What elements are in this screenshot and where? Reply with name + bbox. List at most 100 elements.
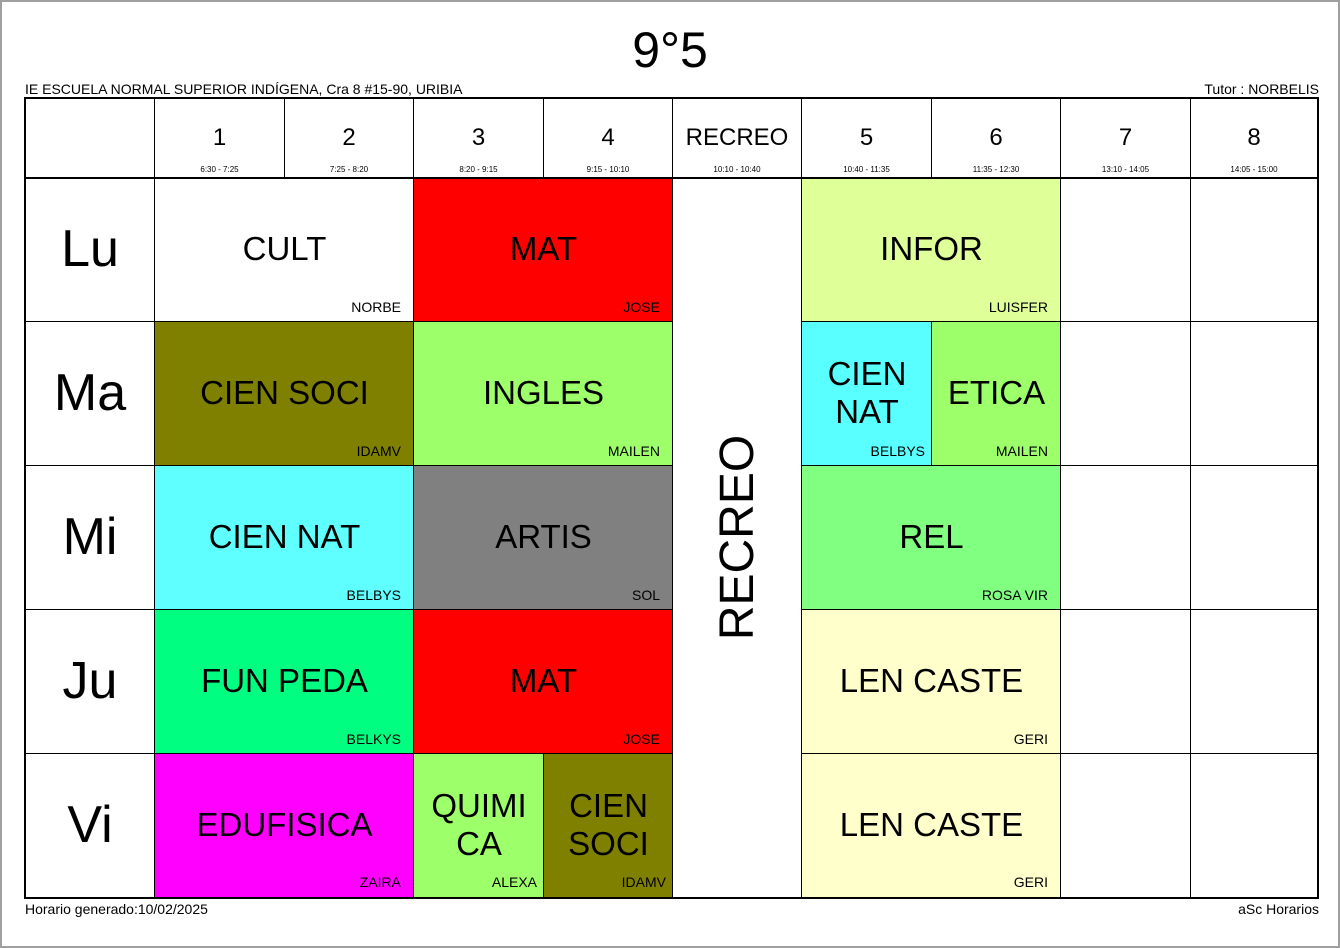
grid-line <box>931 322 932 466</box>
lesson-subject: QUIMI CA <box>414 787 544 863</box>
lesson-subject-line: SOCI <box>568 825 649 862</box>
lesson-vi-4: CIEN SOCI IDAMV <box>544 754 673 897</box>
lesson-subject: LEN CASTE <box>839 806 1024 843</box>
grid-line <box>154 99 155 897</box>
grid-line <box>284 99 285 178</box>
grid-line <box>26 321 673 322</box>
lesson-subject: ETICA <box>947 374 1046 411</box>
period-time: 9:15 - 10:10 <box>586 165 630 174</box>
lesson-ju-5-6: LEN CASTE GERI <box>802 610 1061 754</box>
period-number: 5 <box>859 124 874 151</box>
lesson-subject: ARTIS <box>495 518 592 555</box>
period-number: 6 <box>989 124 1003 151</box>
period-time: 10:40 - 11:35 <box>843 165 890 174</box>
period-time: 6:30 - 7:25 <box>200 165 239 174</box>
lesson-subject: LEN CASTE <box>839 662 1024 699</box>
lesson-subject: CIEN NAT <box>208 518 361 555</box>
lesson-lu-1-2: CULT NORBE <box>155 178 414 322</box>
school-info: IE ESCUELA NORMAL SUPERIOR INDÍGENA, Cra… <box>25 81 463 97</box>
period-time: 10:10 - 10:40 <box>713 165 761 174</box>
lesson-ju-3-4: MAT JOSE <box>414 610 673 754</box>
lesson-subject: CIEN SOCI <box>544 787 673 863</box>
grid-line <box>931 99 932 178</box>
lesson-ju-1-2: FUN PEDA BELKYS <box>155 610 414 754</box>
grid-line <box>801 609 1317 610</box>
lesson-teacher: IDAMV <box>621 874 666 890</box>
lesson-teacher: BELBYS <box>346 587 401 603</box>
lesson-ma-5: CIEN NAT BELBYS <box>802 322 932 466</box>
timetable-grid: CULT NORBE MAT JOSE INFOR LUISFER CIEN S… <box>24 97 1319 899</box>
grid-line <box>26 465 673 466</box>
lesson-teacher: GERI <box>1013 874 1048 890</box>
lesson-vi-1-2: EDUFISICA ZAIRA <box>155 754 414 897</box>
lesson-teacher: MAILEN <box>995 443 1048 459</box>
period-header-recreo: RECREO 10:10 - 10:40 <box>673 99 801 177</box>
grid-line <box>1060 99 1061 897</box>
lesson-teacher: LUISFER <box>988 299 1048 315</box>
period-header: 2 7:25 - 8:20 <box>285 99 413 177</box>
period-header: 7 13:10 - 14:05 <box>1061 99 1190 177</box>
grid-line <box>672 99 673 897</box>
period-header: 1 6:30 - 7:25 <box>155 99 284 177</box>
day-label-vi: Vi <box>67 796 113 854</box>
period-time: 7:25 - 8:20 <box>329 165 369 174</box>
lesson-subject: INGLES <box>482 374 605 411</box>
lesson-subject-line: CIEN <box>569 787 648 824</box>
lesson-ma-3-4: INGLES MAILEN <box>414 322 673 466</box>
lesson-teacher: SOL <box>631 587 660 603</box>
lesson-teacher: NORBE <box>351 299 401 315</box>
day-label-lu: Lu <box>61 220 119 278</box>
grid-line <box>26 753 673 754</box>
period-header: 8 14:05 - 15:00 <box>1191 99 1317 177</box>
lesson-subject-line: CA <box>456 825 502 862</box>
lesson-vi-5-6: LEN CASTE GERI <box>802 754 1061 897</box>
period-number: 8 <box>1247 124 1261 151</box>
period-header: 6 11:35 - 12:30 <box>932 99 1060 177</box>
lesson-teacher: ZAIRA <box>359 874 401 890</box>
lesson-teacher: JOSE <box>623 299 660 315</box>
period-time: 8:20 - 9:15 <box>459 165 498 174</box>
period-time: 14:05 - 15:00 <box>1230 165 1278 174</box>
lesson-subject-line: CIEN <box>827 355 907 392</box>
period-number: 1 <box>212 124 227 151</box>
grid-line <box>801 465 1317 466</box>
lesson-ma-6: ETICA MAILEN <box>932 322 1061 466</box>
period-number: 4 <box>601 124 615 151</box>
lesson-subject: REL <box>899 518 964 555</box>
lesson-teacher: BELKYS <box>346 731 401 747</box>
period-number: RECREO <box>685 124 789 151</box>
grid-line <box>413 99 414 897</box>
lesson-teacher: BELBYS <box>870 443 925 459</box>
lesson-lu-5-6: INFOR LUISFER <box>802 178 1061 322</box>
lesson-teacher: IDAMV <box>356 443 401 459</box>
lesson-vi-3: QUIMI CA ALEXA <box>414 754 544 897</box>
lesson-subject: MAT <box>509 662 578 699</box>
period-header: 5 10:40 - 11:35 <box>802 99 931 177</box>
lesson-subject: INFOR <box>880 230 983 267</box>
lesson-subject-line: NAT <box>835 393 899 430</box>
lesson-lu-3-4: MAT JOSE <box>414 178 673 322</box>
generated-date: Horario generado:10/02/2025 <box>25 901 208 917</box>
period-number: 3 <box>471 124 486 151</box>
class-title: 9°5 <box>632 22 708 78</box>
tutor-info: Tutor : NORBELIS <box>1204 81 1319 97</box>
period-header: 3 8:20 - 9:15 <box>414 99 543 177</box>
lesson-teacher: ROSA VIR <box>981 587 1048 603</box>
grid-line <box>543 754 544 897</box>
lesson-subject: CIEN SOCI <box>200 374 369 411</box>
software-credit: aSc Horarios <box>1238 901 1319 917</box>
lesson-mi-1-2: CIEN NAT BELBYS <box>155 466 414 610</box>
grid-line <box>801 99 802 897</box>
period-header: 4 9:15 - 10:10 <box>544 99 672 177</box>
grid-line <box>1190 99 1191 897</box>
day-label-ma: Ma <box>53 364 127 422</box>
period-number: 2 <box>342 124 356 151</box>
period-number: 7 <box>1118 124 1133 151</box>
period-time: 11:35 - 12:30 <box>972 165 1020 174</box>
period-time: 13:10 - 14:05 <box>1101 165 1150 174</box>
lesson-subject-line: QUIMI <box>431 787 527 824</box>
lesson-mi-3-4: ARTIS SOL <box>414 466 673 610</box>
day-label-ju: Ju <box>62 652 118 710</box>
day-label-mi: Mi <box>62 508 118 566</box>
